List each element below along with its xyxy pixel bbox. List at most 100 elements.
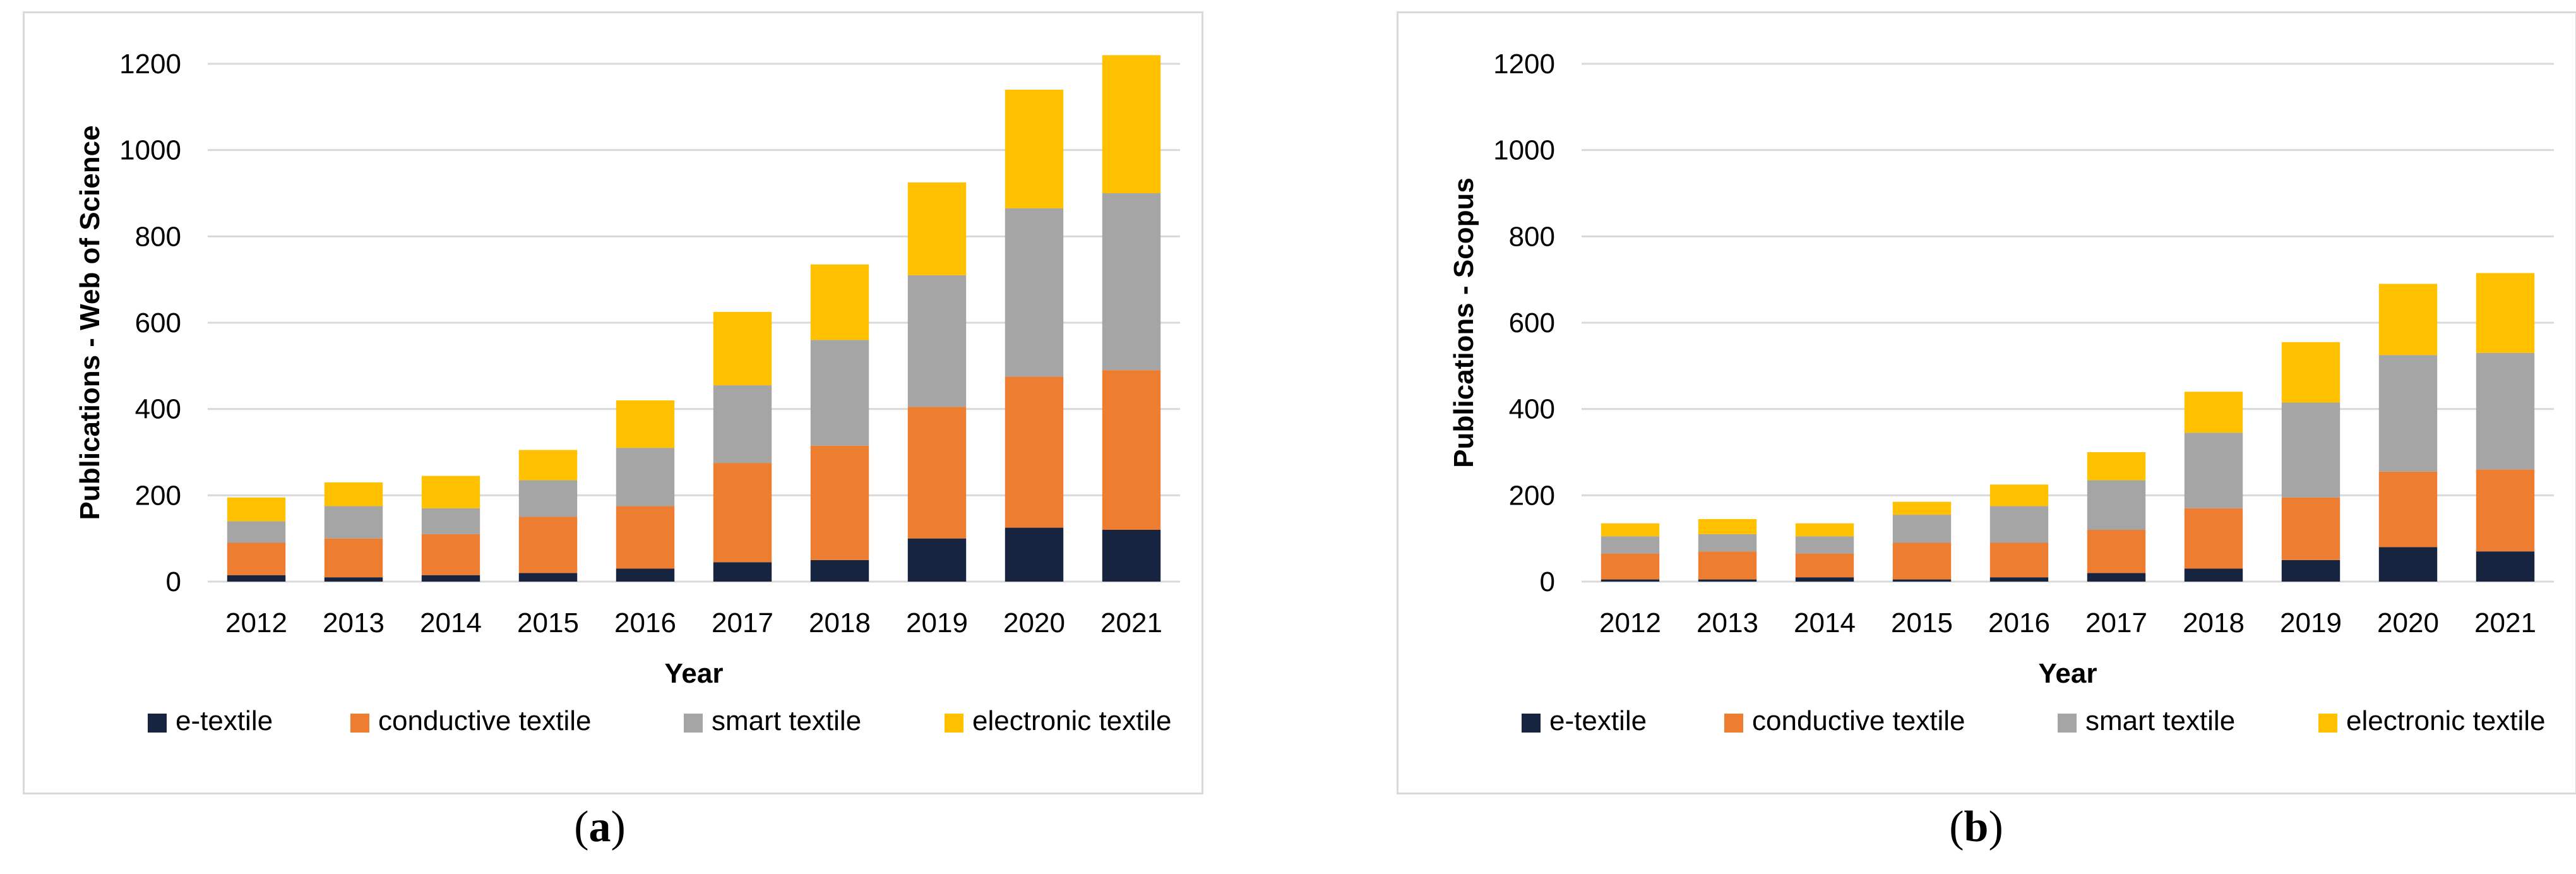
- x-tick-label: 2013: [1696, 608, 1758, 638]
- legend-label: smart textile: [2085, 705, 2235, 736]
- bar-segment: [2281, 497, 2340, 560]
- bar-segment: [2087, 480, 2146, 530]
- bar-segment: [324, 506, 383, 539]
- bar-segment: [518, 573, 578, 582]
- y-tick-label: 1000: [119, 135, 181, 166]
- bar-segment: [227, 521, 286, 543]
- y-tick-label: 800: [1509, 221, 1555, 252]
- x-tick-label: 2017: [2085, 608, 2147, 638]
- bar-segment: [616, 568, 675, 582]
- bar-segment: [907, 182, 967, 275]
- x-tick-label: 2015: [517, 608, 579, 638]
- bar-segment: [1795, 577, 1854, 582]
- x-tick-label: 2014: [1794, 608, 1856, 638]
- x-tick-label: 2012: [1599, 608, 1661, 638]
- legend-swatch: [2058, 714, 2077, 733]
- y-tick-label: 400: [135, 394, 181, 425]
- bar-segment: [324, 577, 383, 582]
- bar-segment: [1601, 523, 1660, 537]
- y-tick-label: 200: [1509, 480, 1555, 511]
- bar-segment: [616, 448, 675, 506]
- chart-b: 0 200 400 600 800 1000 1200 2012 2013 2014 2015 201…: [1448, 49, 2554, 736]
- bar-segment: [518, 450, 578, 481]
- bar-segment: [1698, 579, 1757, 582]
- legend-label: e-textile: [1549, 705, 1647, 736]
- y-tick-label: 800: [135, 221, 181, 252]
- bar-segment: [227, 542, 286, 575]
- x-axis-title: Year: [2039, 658, 2097, 689]
- bar-segment: [1601, 553, 1660, 580]
- bar-segment: [907, 275, 967, 407]
- x-tick-label: 2014: [420, 608, 482, 638]
- bar-segment: [1892, 579, 1952, 582]
- legend-swatch: [2318, 714, 2337, 733]
- x-tick-label: 2018: [809, 608, 871, 638]
- panel-label-b: b: [1964, 803, 1989, 851]
- bar-segment: [907, 407, 967, 539]
- bar-segment: [1989, 577, 2049, 582]
- bar-segment: [518, 517, 578, 573]
- x-tick-label: 2012: [225, 608, 287, 638]
- bar-segment: [2087, 452, 2146, 481]
- bar-segment: [2184, 508, 2243, 569]
- bar-segment: [713, 311, 772, 386]
- bar-segment: [1102, 193, 1161, 371]
- x-tick-label: 2017: [712, 608, 773, 638]
- bar-segment: [1005, 90, 1064, 208]
- x-axis-title: Year: [665, 658, 724, 689]
- bar-segment: [1005, 208, 1064, 377]
- legend-swatch: [350, 714, 369, 733]
- bar-segment: [1601, 579, 1660, 582]
- bar-segment: [1102, 530, 1161, 582]
- bar-segment: [713, 562, 772, 582]
- bar-segment: [421, 534, 480, 575]
- bar-segment: [1102, 370, 1161, 530]
- x-tick-label: 2020: [2377, 608, 2439, 638]
- bar-segment: [227, 575, 286, 582]
- chart-panel-scopus: 0 200 400 600 800 1000 1200 2012 2013 2014 2015 201…: [1397, 11, 2576, 794]
- bar-segment: [2184, 568, 2243, 582]
- bar-segment: [713, 385, 772, 464]
- bar-segment: [907, 538, 967, 582]
- bar-segment: [1698, 518, 1757, 534]
- y-tick-label: 600: [135, 308, 181, 338]
- bar-segment: [421, 575, 480, 582]
- x-tick-label: 2016: [1988, 608, 2050, 638]
- x-tick-label: 2021: [1100, 608, 1162, 638]
- y-tick-label: 1200: [1493, 49, 1555, 80]
- bar-segment: [616, 506, 675, 569]
- bar-segment: [227, 497, 286, 522]
- bar-segment: [810, 264, 869, 340]
- x-tick-label: 2019: [906, 608, 968, 638]
- bar-segment: [1005, 376, 1064, 528]
- bar-segment: [2087, 530, 2146, 573]
- bar-segment: [616, 400, 675, 448]
- bar-segment: [421, 476, 480, 508]
- bar-segment: [1601, 536, 1660, 554]
- bar-segment: [2281, 402, 2340, 498]
- legend-swatch: [148, 714, 167, 733]
- bar-segment: [1989, 542, 2049, 578]
- legend-label: electronic textile: [972, 705, 1171, 736]
- legend-label: conductive textile: [1752, 705, 1965, 736]
- bar-segment: [1892, 515, 1952, 543]
- y-tick-label: 400: [1509, 394, 1555, 425]
- bar-segment: [2087, 573, 2146, 582]
- x-tick-label: 2021: [2474, 608, 2536, 638]
- bar-segment: [518, 480, 578, 517]
- bar-segment: [810, 560, 869, 582]
- bar-segment: [2476, 551, 2535, 582]
- legend-swatch: [684, 714, 703, 733]
- y-axis-title: Publications - Scopus: [1448, 177, 1479, 468]
- bar-segment: [1989, 506, 2049, 543]
- bar-segment: [2281, 342, 2340, 403]
- x-tick-label: 2019: [2280, 608, 2342, 638]
- bar-segment: [2378, 471, 2438, 548]
- panel-caption-b: (b): [1949, 803, 2003, 851]
- bar-segment: [1795, 523, 1854, 537]
- y-tick-label: 1000: [1493, 135, 1555, 166]
- legend-label: smart textile: [712, 705, 861, 736]
- x-tick-label: 2015: [1891, 608, 1953, 638]
- bar-segment: [1698, 534, 1757, 552]
- bar-segment: [810, 445, 869, 560]
